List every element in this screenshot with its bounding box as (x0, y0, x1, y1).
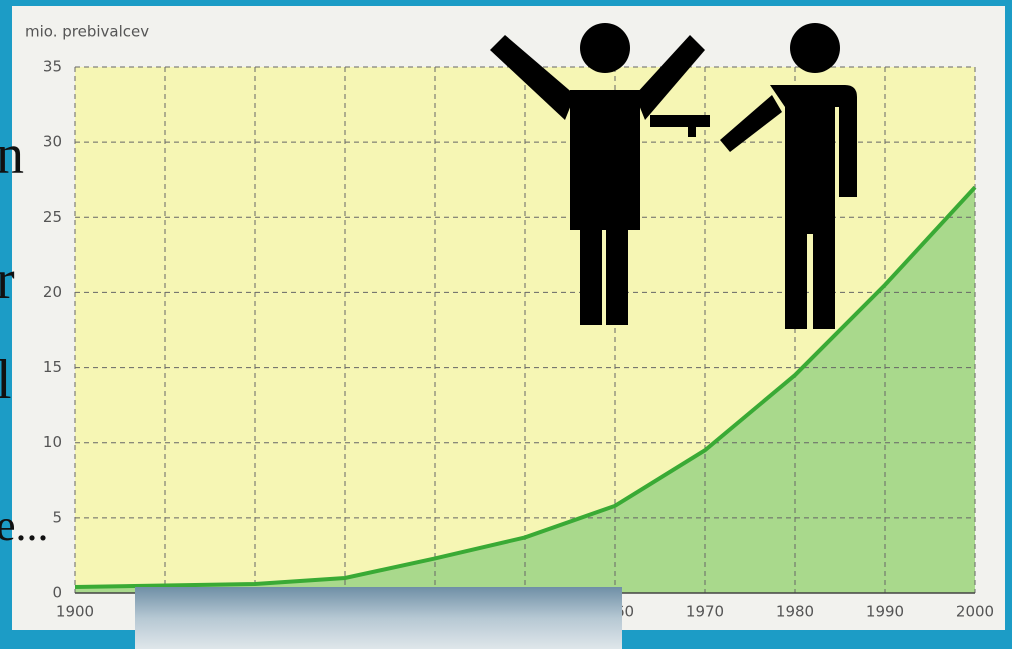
slide-text: l (0, 349, 12, 411)
slide-text: n (0, 124, 24, 186)
y-tick-label: 0 (52, 584, 62, 602)
y-tick-label: 15 (43, 358, 62, 376)
y-tick-label: 5 (52, 508, 62, 526)
x-tick-label: 1970 (686, 603, 724, 621)
y-axis-label: mio. prebivalcev (25, 23, 149, 41)
photo (135, 587, 622, 649)
slide: mio. prebivalcev051015202530351900191019… (0, 0, 1012, 649)
x-tick-label: 1980 (776, 603, 814, 621)
slide-text: r (0, 249, 15, 311)
y-tick-label: 10 (43, 433, 62, 451)
x-tick-label: 2000 (956, 603, 994, 621)
y-tick-label: 20 (43, 283, 62, 301)
y-tick-label: 25 (43, 208, 62, 226)
slide-text: e... (0, 501, 49, 550)
x-tick-label: 1990 (866, 603, 904, 621)
y-tick-label: 35 (43, 58, 62, 76)
x-tick-label: 1900 (56, 603, 94, 621)
y-tick-label: 30 (43, 133, 62, 151)
